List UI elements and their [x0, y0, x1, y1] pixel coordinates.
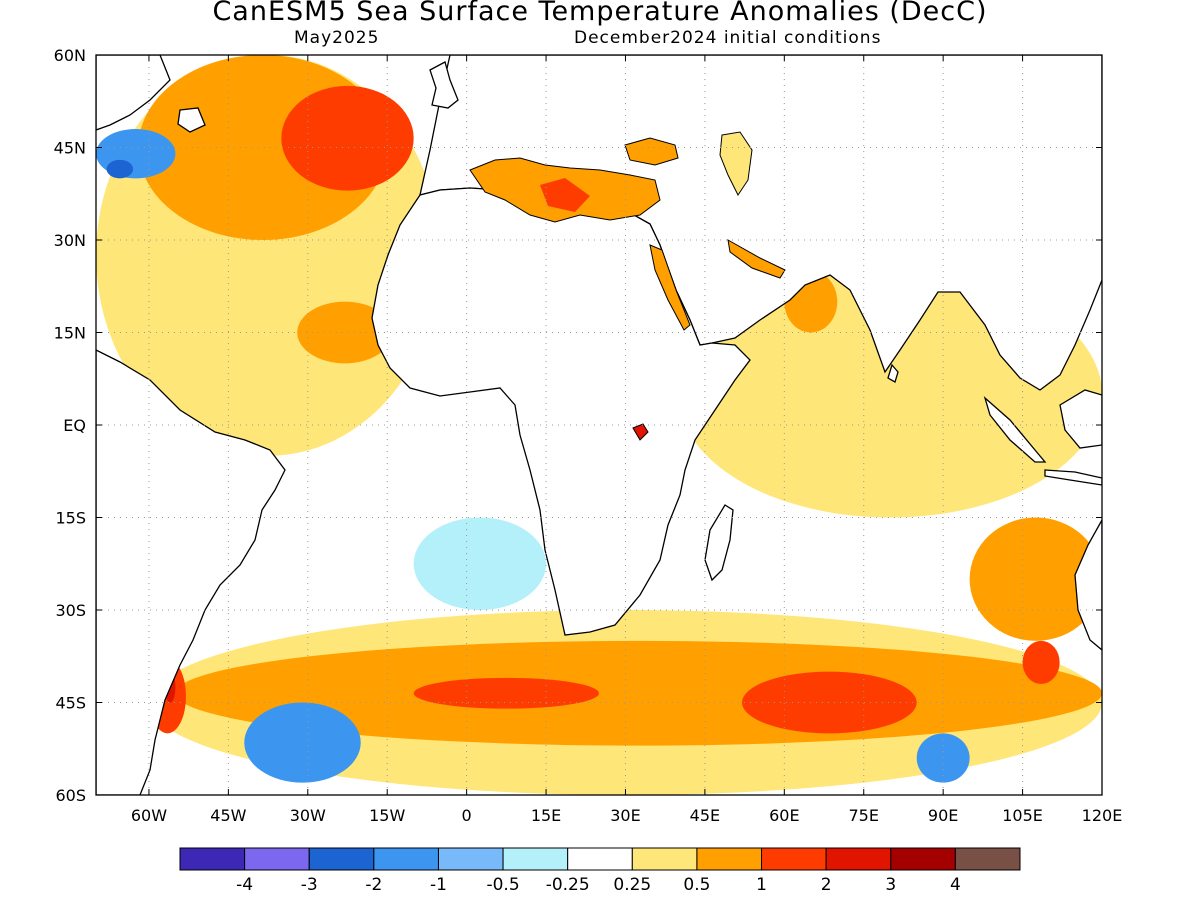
lat-tick-label: 15N [54, 324, 86, 343]
persian-gulf [727, 239, 786, 279]
black-sea [624, 137, 679, 166]
colorbar-swatch [308, 847, 375, 871]
colorbar-label: 0.5 [683, 875, 710, 895]
borneo [1059, 389, 1102, 449]
australia [1074, 518, 1102, 651]
lon-tick-label: 0 [462, 806, 472, 825]
lon-tick-label: 105E [1002, 806, 1043, 825]
newfoundland [177, 107, 206, 133]
colorbar: -4 -3 -2 -1 -0.5 -0.25 0.25 0.5 1 2 3 4 [179, 847, 1021, 895]
colorbar-label: 3 [885, 875, 896, 895]
anomaly-region [413, 677, 599, 709]
colorbar-label: 2 [821, 875, 832, 895]
colorbar-label: -0.5 [486, 875, 519, 895]
madagascar [704, 504, 734, 582]
lat-tick-label: 45N [54, 139, 86, 158]
lon-tick-label: 120E [1082, 806, 1123, 825]
colorbar-label: 0.25 [613, 875, 651, 895]
lat-tick-label: 60S [55, 786, 86, 805]
lat-tick-label: 30N [54, 231, 86, 250]
lat-tick-label: 30S [55, 601, 86, 620]
south-america-coast [96, 349, 286, 795]
colorbar-swatch [567, 847, 633, 871]
anomaly-region [297, 301, 393, 364]
colorbar-label: -1 [430, 875, 447, 895]
lat-tick-label: 15S [55, 509, 86, 528]
colorbar-label: 4 [950, 875, 961, 895]
lon-tick-label: 75E [849, 806, 879, 825]
colorbar-swatch [437, 847, 504, 871]
lon-tick-label: 45E [690, 806, 720, 825]
lake-victoria [632, 423, 649, 441]
anomaly-region [413, 517, 547, 610]
map-title: CanESM5 Sea Surface Temperature Anomalie… [212, 0, 988, 27]
lon-tick-label: 90E [928, 806, 958, 825]
colorbar-label: -4 [236, 875, 253, 895]
lat-tick-label: 45S [55, 694, 86, 713]
colorbar-label: -0.25 [546, 875, 590, 895]
anomaly-region [741, 671, 917, 734]
lon-tick-label: 60E [769, 806, 799, 825]
north-america-coast [96, 55, 171, 131]
sri-lanka [887, 363, 899, 383]
forecast-month: May2025 [294, 28, 380, 48]
colorbar-label: 1 [756, 875, 767, 895]
java [1044, 469, 1102, 486]
colorbar-swatch [954, 847, 1021, 871]
colorbar-swatch [890, 847, 956, 871]
lon-tick-label: 15W [369, 806, 405, 825]
colorbar-swatch [373, 847, 439, 871]
lon-tick-label: 45W [210, 806, 246, 825]
lat-tick-label: 60N [54, 46, 86, 65]
anomaly-region [106, 159, 134, 179]
anomaly-region [281, 85, 414, 191]
lon-tick-label: 60W [131, 806, 167, 825]
colorbar-swatch [696, 847, 763, 871]
mediterranean-warm-core [540, 178, 590, 212]
axis-ticks: 60W 45W 30W 15W 0 15E 30E 45E 60E 75E 90E 105E 120E 6… [54, 46, 1123, 825]
colorbar-swatch [244, 847, 310, 871]
anomaly-region [1022, 640, 1060, 685]
lon-tick-label: 30W [290, 806, 326, 825]
colorbar-label: -2 [365, 875, 382, 895]
great-britain [429, 61, 459, 109]
lat-tick-label: EQ [63, 416, 86, 435]
land-masses [96, 55, 1102, 795]
anomaly-region [244, 702, 361, 783]
colorbar-swatch [179, 847, 246, 871]
colorbar-label: -3 [301, 875, 318, 895]
colorbar-swatch [502, 847, 569, 871]
colorbar-swatch [825, 847, 892, 871]
initial-conditions: December2024 initial conditions [574, 28, 882, 48]
lon-tick-label: 30E [610, 806, 640, 825]
lon-tick-label: 15E [531, 806, 561, 825]
colorbar-swatch [761, 847, 827, 871]
colorbar-swatch [631, 847, 698, 871]
red-sea [649, 244, 691, 331]
